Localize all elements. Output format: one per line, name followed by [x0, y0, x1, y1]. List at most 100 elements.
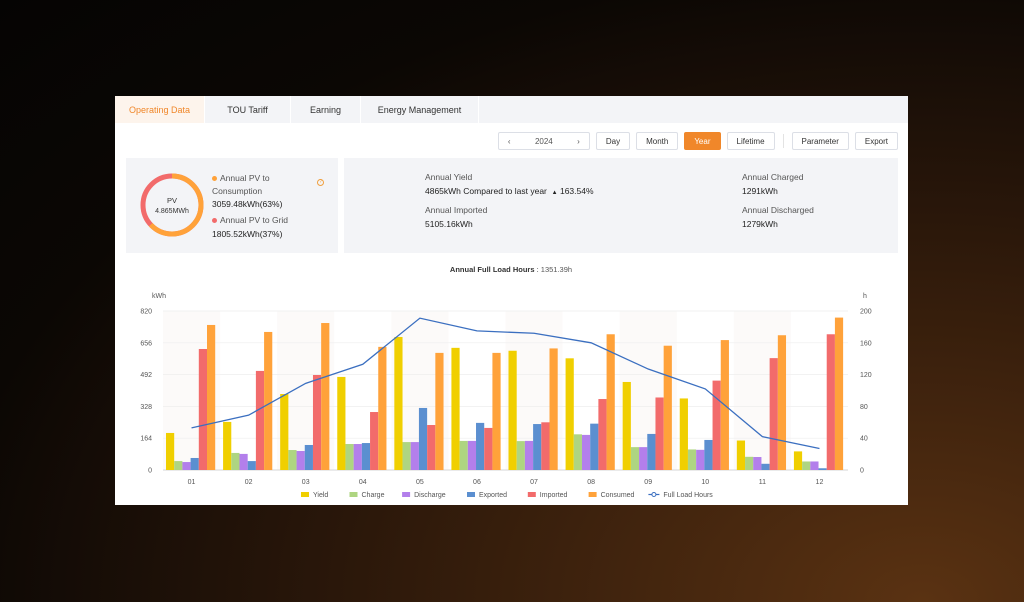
annual-charged-value: 1291kWh	[742, 186, 778, 196]
bar-consumed	[264, 331, 273, 470]
month-button[interactable]: Month	[636, 132, 679, 150]
year-button[interactable]: Year	[684, 132, 721, 150]
chevron-left-icon[interactable]: ‹	[507, 136, 511, 146]
donut-consumption-segment	[140, 173, 204, 237]
y-tick-label: 820	[140, 309, 152, 316]
year-picker[interactable]: ‹ 2024 ›	[497, 132, 590, 150]
bar-yield	[451, 347, 460, 470]
annual-charged: Annual Charged 1291kWh	[742, 172, 803, 196]
bar-imported	[312, 374, 322, 470]
x-tick-label: 08	[587, 479, 595, 486]
bar-yield	[736, 440, 746, 470]
bar-consumed	[435, 352, 444, 470]
x-tick-label: 01	[188, 479, 196, 486]
legend-swatch-imported	[527, 492, 536, 497]
legend-label-imported: Imported	[540, 492, 568, 499]
x-tick-label: 02	[245, 479, 253, 486]
consumption-dot	[212, 176, 217, 182]
bar-yield	[223, 421, 232, 470]
y-tick-label: 164	[140, 436, 152, 443]
bar-discharge	[639, 447, 648, 470]
bar-consumed	[834, 317, 844, 470]
tab-tou-tariff[interactable]: TOU Tariff	[205, 96, 291, 123]
chart-title-text: Annual Full Load Hours	[450, 265, 535, 274]
legend-label-consumed: Consumed	[601, 492, 635, 499]
bar-exported	[704, 439, 713, 470]
annual-discharged-value: 1279kWh	[742, 219, 778, 229]
day-button[interactable]: Day	[595, 132, 631, 150]
y2-tick-label: 120	[860, 372, 872, 379]
annual-yield-value: 4865kWh Compared to last year	[425, 186, 547, 196]
bar-exported	[247, 461, 256, 470]
y-tick-label: 656	[140, 340, 152, 347]
bar-charge	[402, 442, 411, 470]
bar-imported	[712, 380, 721, 470]
chevron-right-icon[interactable]: ›	[577, 136, 580, 146]
bar-discharge	[410, 442, 419, 470]
lifetime-button[interactable]: Lifetime	[726, 132, 775, 150]
bar-discharge	[182, 462, 191, 470]
yearly-energy-chart: Annual Full Load Hours : 1351.39h kWh h …	[140, 265, 872, 499]
bar-charge	[231, 452, 240, 470]
toolbar: ‹ 2024 › Day Month Year Lifetime Paramet…	[497, 132, 898, 150]
bar-discharge	[581, 434, 591, 470]
bar-exported	[533, 424, 542, 470]
annual-imported-value: 5105.16kWh	[425, 219, 473, 229]
bar-yield	[166, 432, 175, 470]
bar-yield	[337, 376, 346, 470]
y2-tick-label: 200	[860, 309, 872, 316]
bar-exported	[818, 468, 827, 470]
x-tick-label: 03	[302, 479, 310, 486]
annual-imported: Annual Imported 5105.16kWh	[425, 205, 487, 229]
annual-imported-label: Annual Imported	[425, 205, 488, 215]
pv-total: 4.865MWh	[155, 208, 189, 215]
tab-energy-management[interactable]: Energy Management	[361, 96, 479, 123]
y-tick-label: 328	[140, 404, 152, 411]
tab-bar: Operating Data TOU Tariff Earning Energy…	[115, 96, 908, 123]
bar-exported	[361, 443, 371, 470]
help-icon[interactable]: ?	[317, 179, 324, 186]
pv-grid: Annual PV to Grid 1805.52kWh(37%)	[212, 215, 288, 239]
x-tick-label: 11	[759, 479, 766, 486]
legend-label-discharge: Discharge	[414, 492, 446, 499]
x-tick-label: 10	[701, 479, 709, 486]
y2-axis-label: h	[863, 293, 867, 300]
bar-consumed	[777, 335, 787, 470]
bar-charge	[174, 461, 183, 470]
y2-tick-label: 0	[860, 468, 864, 475]
bar-consumed	[549, 348, 558, 470]
bar-consumed	[663, 345, 672, 470]
y2-tick-label: 160	[860, 340, 872, 347]
legend-label-charge: Charge	[362, 492, 385, 499]
bar-charge	[345, 444, 354, 470]
x-tick-label: 05	[416, 479, 424, 486]
tab-operating-data[interactable]: Operating Data	[115, 96, 205, 123]
bar-discharge	[467, 440, 477, 470]
bar-imported	[370, 412, 379, 470]
tab-earning[interactable]: Earning	[291, 96, 361, 123]
bar-yield	[394, 336, 403, 470]
bar-discharge	[296, 450, 305, 470]
x-tick-label: 06	[473, 479, 481, 486]
x-tick-label: 09	[644, 479, 652, 486]
operating-data-card: Operating Data TOU Tariff Earning Energy…	[115, 96, 908, 505]
annual-discharged: Annual Discharged 1279kWh	[742, 205, 814, 229]
bar-yield	[508, 350, 517, 470]
bar-charge	[745, 456, 754, 470]
y-tick-label: 492	[140, 372, 152, 379]
bar-consumed	[492, 352, 501, 470]
legend-swatch-discharge	[402, 492, 411, 497]
bar-charge	[516, 441, 525, 470]
y2-tick-label: 80	[860, 404, 868, 411]
bar-charge	[802, 461, 811, 470]
bar-discharge	[810, 461, 819, 470]
bar-discharge	[239, 453, 248, 470]
grid-dot	[212, 218, 217, 224]
export-button[interactable]: Export	[854, 132, 898, 150]
bar-charge	[687, 449, 697, 470]
pv-panel: PV 4.865MWh Annual PV to Consumption 305…	[126, 158, 338, 253]
bar-charge	[630, 447, 640, 470]
bar-consumed	[606, 334, 615, 470]
bar-discharge	[353, 444, 362, 470]
parameter-button[interactable]: Parameter	[791, 132, 849, 150]
